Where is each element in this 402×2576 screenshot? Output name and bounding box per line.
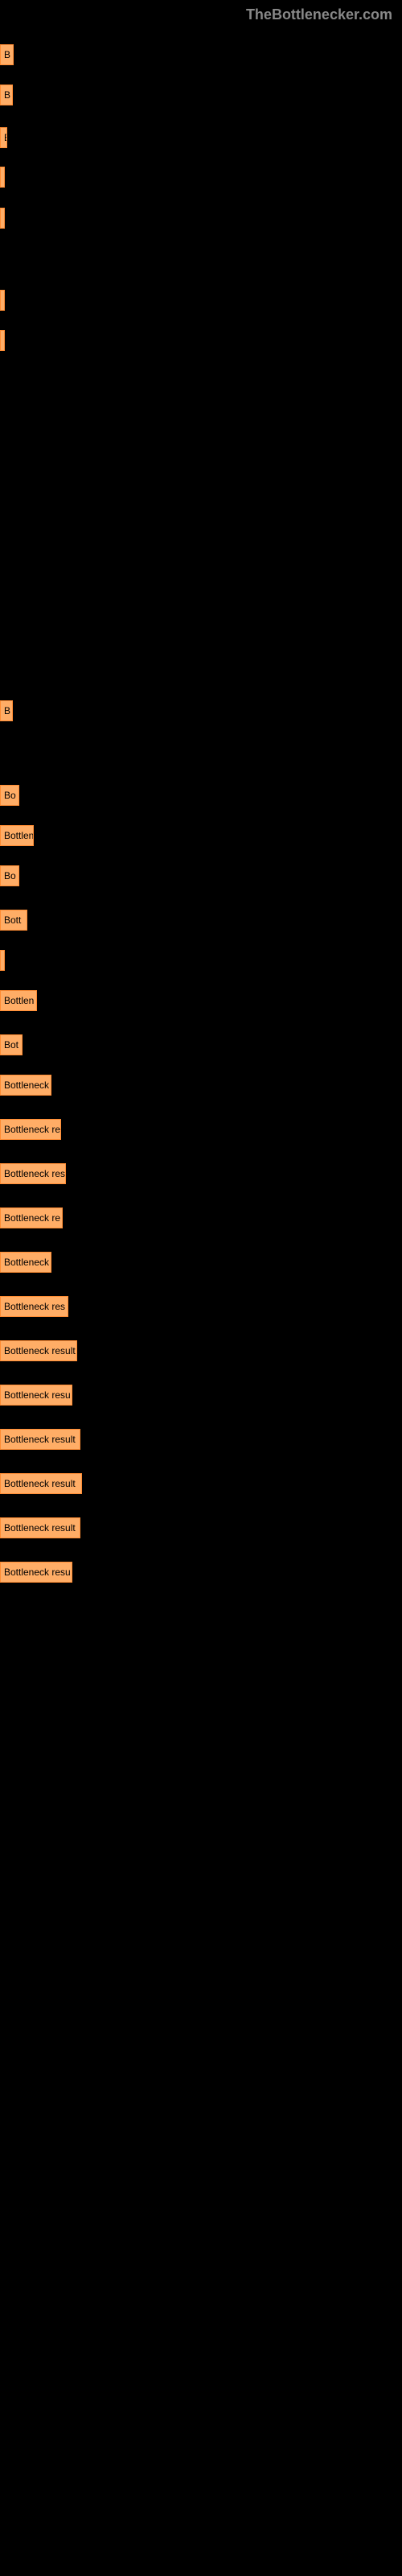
- bar-row: B: [0, 85, 13, 105]
- bar: [0, 167, 5, 188]
- bar: Bottlen: [0, 990, 37, 1011]
- bar: Bottleneck re: [0, 1119, 61, 1140]
- bar-row: Bott: [0, 910, 27, 931]
- bar-label: Bottleneck: [4, 1080, 49, 1091]
- bar-row: Bo: [0, 785, 19, 806]
- bar: [0, 208, 5, 229]
- bar-label: Bottleneck result: [4, 1434, 76, 1445]
- bar: Bottleneck result: [0, 1473, 82, 1494]
- bar-row: Bottlen: [0, 825, 34, 846]
- bar-row: B: [0, 44, 14, 65]
- bar-row: [0, 208, 5, 229]
- bar: Bottleneck: [0, 1075, 51, 1096]
- bar-label: Bottleneck re: [4, 1124, 60, 1135]
- bar-label: Bottleneck res: [4, 1168, 65, 1179]
- bar-row: [0, 950, 5, 971]
- bar-label: B: [4, 705, 10, 716]
- bar-row: Bot: [0, 1034, 23, 1055]
- bar-row: Bo: [0, 865, 19, 886]
- bar: Bottleneck result: [0, 1517, 80, 1538]
- bar-row: Bottleneck result: [0, 1517, 80, 1538]
- bar-row: Bottleneck result: [0, 1429, 80, 1450]
- bar: [0, 330, 5, 351]
- bar-row: Bottleneck re: [0, 1119, 61, 1140]
- bar: [0, 290, 5, 311]
- bar-row: B: [0, 127, 7, 148]
- bar-label: Bottleneck result: [4, 1345, 76, 1356]
- bar: Bottleneck resu: [0, 1385, 72, 1406]
- bar-label: Bottlen: [4, 995, 34, 1006]
- bar-row: Bottleneck re: [0, 1208, 63, 1228]
- bar-row: [0, 330, 5, 351]
- bar: Bottleneck: [0, 1252, 51, 1273]
- bar: Bo: [0, 865, 19, 886]
- bar-label: Bottleneck res: [4, 1301, 65, 1312]
- bar: Bottleneck res: [0, 1163, 66, 1184]
- bar-label: B: [4, 89, 10, 101]
- bar-label: Bottleneck re: [4, 1212, 60, 1224]
- bar: Bottleneck re: [0, 1208, 63, 1228]
- bar-row: Bottleneck result: [0, 1340, 77, 1361]
- bar-row: Bottleneck result: [0, 1473, 82, 1494]
- bar: B: [0, 85, 13, 105]
- bar: Bottleneck result: [0, 1340, 77, 1361]
- bar: Bottleneck resu: [0, 1562, 72, 1583]
- bar: Bot: [0, 1034, 23, 1055]
- bar-row: Bottleneck resu: [0, 1385, 72, 1406]
- bar-row: Bottlen: [0, 990, 37, 1011]
- bar-label: Bo: [4, 790, 16, 801]
- bar-row: [0, 167, 5, 188]
- bar: Bo: [0, 785, 19, 806]
- bar-label: Bottleneck resu: [4, 1567, 71, 1578]
- bar: [0, 950, 5, 971]
- bar-row: Bottleneck res: [0, 1163, 66, 1184]
- bar-row: B: [0, 700, 13, 721]
- bar: Bottleneck result: [0, 1429, 80, 1450]
- bar-label: B: [4, 132, 7, 143]
- bar-label: Bott: [4, 914, 21, 926]
- bar: B: [0, 127, 7, 148]
- bar-label: Bottlen: [4, 830, 34, 841]
- bar-label: Bottleneck resu: [4, 1389, 71, 1401]
- bar: Bottlen: [0, 825, 34, 846]
- bar-label: Bottleneck: [4, 1257, 49, 1268]
- bar-row: Bottleneck res: [0, 1296, 68, 1317]
- bar-label: Bo: [4, 870, 16, 881]
- bar: Bott: [0, 910, 27, 931]
- bar-label: Bottleneck result: [4, 1478, 76, 1489]
- bar-row: Bottleneck: [0, 1075, 51, 1096]
- bar-label: Bot: [4, 1039, 18, 1051]
- bar-row: Bottleneck resu: [0, 1562, 72, 1583]
- chart-container: B B B B Bo Bottlen Bo Bott Bottlen Bot Bottleneck B…: [0, 0, 402, 2576]
- bar: Bottleneck res: [0, 1296, 68, 1317]
- bar-row: [0, 290, 5, 311]
- bar-label: Bottleneck result: [4, 1522, 76, 1534]
- bar: B: [0, 44, 14, 65]
- bar: B: [0, 700, 13, 721]
- bar-row: Bottleneck: [0, 1252, 51, 1273]
- bar-label: B: [4, 49, 10, 60]
